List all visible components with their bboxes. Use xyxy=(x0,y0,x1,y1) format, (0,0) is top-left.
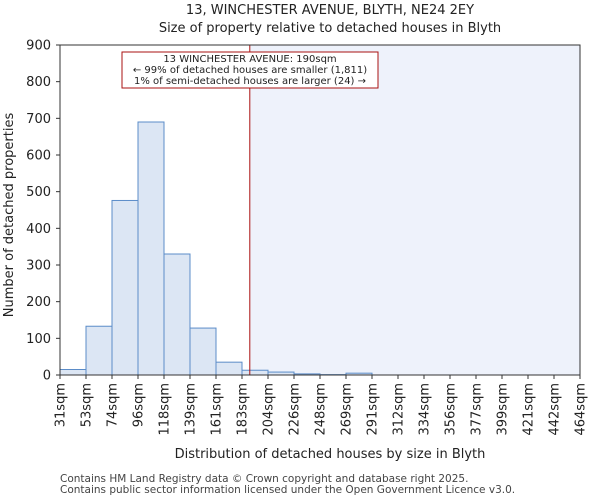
y-tick-label: 300 xyxy=(26,259,51,274)
x-tick-label: 161sqm xyxy=(210,383,225,436)
y-axis-label: Number of detached properties xyxy=(2,113,17,318)
footer-line-2: Contains public sector information licen… xyxy=(60,484,516,496)
x-tick-label: 399sqm xyxy=(496,383,511,436)
bar-74sqm xyxy=(111,199,139,376)
x-tick-label: 118sqm xyxy=(158,383,173,436)
x-tick-label: 291sqm xyxy=(366,383,381,436)
x-tick-label: 139sqm xyxy=(184,383,199,436)
annotation-line-2: ← 99% of detached houses are smaller (1,… xyxy=(133,65,367,76)
y-tick-label: 400 xyxy=(26,222,51,237)
x-tick-label: 334sqm xyxy=(418,383,433,436)
x-tick-label: 312sqm xyxy=(392,383,407,436)
x-tick-label: 204sqm xyxy=(262,383,277,436)
x-tick-label: 269sqm xyxy=(340,383,355,436)
x-axis-label: Distribution of detached houses by size … xyxy=(175,447,486,462)
chart-subtitle: Size of property relative to detached ho… xyxy=(159,21,501,36)
annotation-line-3: 1% of semi-detached houses are larger (2… xyxy=(134,76,366,87)
bar-183sqm xyxy=(241,369,269,376)
y-tick-label: 500 xyxy=(26,185,51,200)
y-tick-label: 0 xyxy=(43,369,51,384)
x-tick-label: 248sqm xyxy=(314,383,329,436)
x-tick-label: 377sqm xyxy=(470,383,485,436)
annotation-box: 13 WINCHESTER AVENUE: 190sqm ← 99% of de… xyxy=(121,51,379,89)
x-tick-label: 464sqm xyxy=(574,383,589,436)
y-tick-label: 200 xyxy=(26,295,51,310)
annotation-border xyxy=(121,51,379,89)
bar-161sqm xyxy=(215,361,243,376)
x-axis: 31sqm 53sqm 74sqm 96sqm 118sqm 139sqm 161sqm 18… xyxy=(54,375,589,436)
footer-line-1: Contains HM Land Registry data © Crown c… xyxy=(60,473,469,485)
x-tick-label: 356sqm xyxy=(444,383,459,436)
bar-96sqm xyxy=(137,121,165,376)
y-tick-label: 700 xyxy=(26,112,51,127)
x-tick-label: 183sqm xyxy=(236,383,251,436)
y-tick-label: 800 xyxy=(26,75,51,90)
x-tick-label: 53sqm xyxy=(80,383,95,427)
y-axis: 0 100 200 300 400 500 600 700 800 900 xyxy=(26,39,60,384)
x-tick-label: 442sqm xyxy=(548,383,563,436)
y-tick-label: 900 xyxy=(26,39,51,54)
x-tick-label: 421sqm xyxy=(522,383,537,436)
y-tick-label: 600 xyxy=(26,149,51,164)
chart-title: 13, WINCHESTER AVENUE, BLYTH, NE24 2EY xyxy=(186,3,474,18)
x-tick-label: 96sqm xyxy=(132,383,147,427)
bar-31sqm xyxy=(59,369,87,376)
bar-series xyxy=(59,121,373,376)
x-tick-label: 74sqm xyxy=(106,383,121,427)
y-tick-label: 100 xyxy=(26,332,51,347)
x-tick-label: 31sqm xyxy=(54,383,69,427)
bar-139sqm xyxy=(189,327,217,376)
annotation-line-1: 13 WINCHESTER AVENUE: 190sqm xyxy=(163,54,336,65)
bar-118sqm xyxy=(163,253,191,376)
larger-region-highlight xyxy=(249,45,581,375)
bar-53sqm xyxy=(85,325,113,376)
x-tick-label: 226sqm xyxy=(288,383,303,436)
